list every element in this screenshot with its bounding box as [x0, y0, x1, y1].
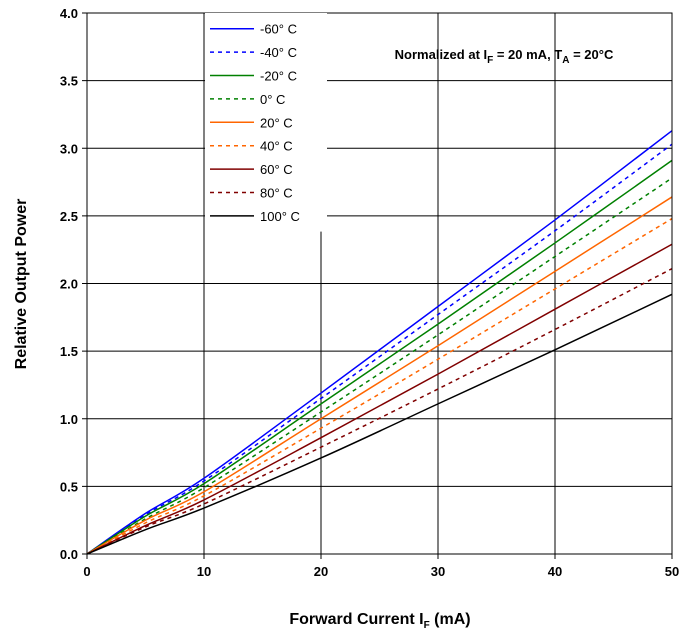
legend: -60° C -40° C -20° C 0° C 20° C 40° C 60° C 80°… — [205, 13, 327, 232]
y-tick-label: 3.0 — [60, 141, 78, 156]
y-tick-label: 0.0 — [60, 547, 78, 562]
x-tick-label: 50 — [665, 564, 679, 579]
y-tick-label: 2.0 — [60, 277, 78, 292]
x-axis-label: Forward Current IF (mA) — [289, 611, 470, 631]
legend-label: -40° C — [260, 45, 297, 60]
series-layer — [86, 130, 673, 555]
series-line-8 — [86, 267, 673, 555]
series-line-2 — [86, 143, 673, 555]
annotation: Normalized at IF = 20 mA, TA = 20°C — [395, 47, 614, 66]
legend-label: 0° C — [260, 92, 285, 107]
series-line-5 — [86, 196, 673, 555]
legend-label: 20° C — [260, 115, 293, 130]
series-line-6 — [86, 217, 673, 555]
legend-label: 80° C — [260, 186, 293, 201]
legend-label: 40° C — [260, 139, 293, 154]
legend-label: 60° C — [260, 162, 293, 177]
legend-label: 100° C — [260, 209, 300, 224]
y-tick-label: 1.5 — [60, 344, 78, 359]
legend-label: -60° C — [260, 22, 297, 37]
series-line-4 — [86, 177, 673, 555]
series-line-1 — [86, 130, 673, 555]
x-tick-label: 20 — [314, 564, 328, 579]
x-tick-label: 40 — [548, 564, 562, 579]
x-axis-ticks: 0 10 20 30 40 50 — [83, 554, 679, 579]
y-tick-label: 1.0 — [60, 412, 78, 427]
y-tick-label: 4.0 — [60, 6, 78, 21]
y-tick-label: 0.5 — [60, 479, 78, 494]
y-axis-ticks: 0.0 0.5 1.0 1.5 2.0 2.5 3.0 3.5 4.0 — [60, 6, 87, 562]
x-tick-label: 30 — [431, 564, 445, 579]
legend-label: -20° C — [260, 69, 297, 84]
series-line-9 — [86, 293, 673, 555]
x-tick-label: 10 — [197, 564, 211, 579]
y-tick-label: 3.5 — [60, 74, 78, 89]
series-line-3 — [86, 159, 673, 555]
y-axis-label: Relative Output Power — [13, 199, 30, 370]
series-line-7 — [86, 243, 673, 555]
x-tick-label: 0 — [83, 564, 90, 579]
y-tick-label: 2.5 — [60, 209, 78, 224]
